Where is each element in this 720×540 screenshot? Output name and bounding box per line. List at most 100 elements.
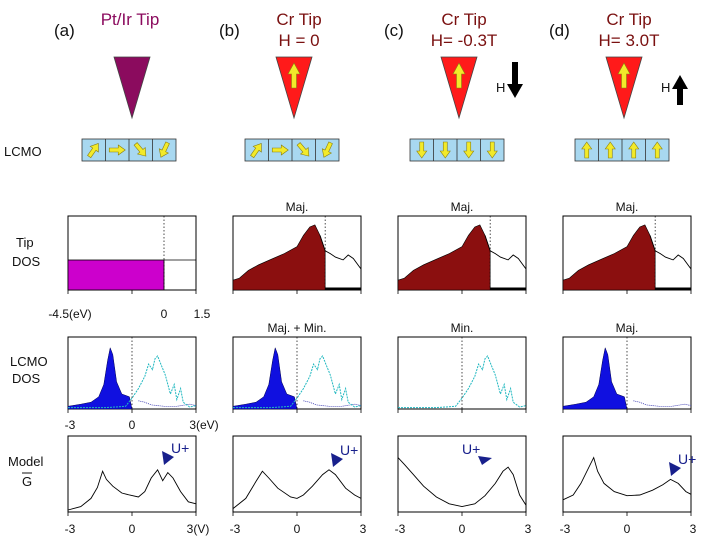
spin-arrow-1 (439, 141, 451, 159)
spin-arrow-icon (604, 141, 616, 159)
lcmo-minority-curve (233, 355, 362, 409)
lcmo-majority-curve (303, 400, 362, 407)
tip-spin-arrow-icon (452, 62, 466, 89)
lcmo-majority-curve (138, 400, 197, 407)
spin-arrow-icon (133, 142, 147, 157)
spin-arrow-0 (416, 141, 428, 159)
tip-dos-curve (484, 235, 527, 270)
spin-arrow-0 (581, 141, 593, 159)
spin-arrow-3 (486, 141, 498, 159)
tick-label: 0 (294, 522, 301, 536)
u-plus-marker: U+ (669, 451, 696, 476)
tip-title: Cr Tip (441, 10, 486, 29)
row-label-tip-dos-2: DOS (12, 254, 41, 269)
spin-arrow-1 (604, 141, 616, 159)
tip-dos-majority-fill (562, 224, 656, 291)
spin-arrow-icon (158, 141, 170, 158)
tick-label: 1.5 (194, 307, 211, 321)
lcmo-dos-label: Maj. (616, 321, 639, 335)
tick-label: 0 (129, 418, 136, 432)
marker-arrow-icon (162, 451, 174, 465)
marker-label: U+ (462, 441, 480, 457)
marker-label: U+ (171, 440, 189, 456)
spin-arrow-3 (321, 141, 333, 158)
lcmo-majority-fill (562, 346, 628, 410)
field-label: H (496, 80, 505, 95)
tip-dos-label: Maj. (616, 200, 639, 214)
spin-arrow-2 (628, 141, 640, 159)
model-g-curve (397, 457, 527, 508)
spin-arrow-0 (87, 143, 99, 159)
panel-3: (d) Cr Tip H= 3.0T H Maj. Maj. -3 0 3 U+ (549, 10, 697, 536)
tip-dos-curve (319, 235, 362, 270)
spin-arrow-icon (628, 141, 640, 159)
tick-label: 3 (360, 522, 367, 536)
spin-arrow-icon (439, 141, 451, 159)
spin-arrow-icon (87, 143, 99, 159)
spin-arrow-2 (296, 142, 310, 157)
tick-label: 3(V) (187, 522, 210, 536)
tick-label: 3 (690, 522, 697, 536)
spin-arrow-icon (296, 142, 310, 157)
panel-letter: (a) (54, 21, 75, 40)
tick-label: 0 (624, 522, 631, 536)
panel-1: (b) Cr Tip H = 0 Maj. Maj. + Min. -3 0 3 U+ (219, 10, 367, 536)
tick-label: -3 (560, 522, 571, 536)
spin-arrow-icon (416, 141, 428, 159)
panel-letter: (b) (219, 21, 240, 40)
lcmo-minority-curve (68, 355, 197, 409)
tip-title: Cr Tip (606, 10, 651, 29)
panel-2: (c) Cr Tip H= -0.3T H Maj. Min. -3 0 3 U+ (384, 10, 532, 536)
model-g-curve (232, 469, 362, 509)
spin-arrow-icon (581, 141, 593, 159)
tick-label: -4.5(eV) (48, 307, 91, 321)
row-label-model-1: Model (8, 454, 44, 469)
u-plus-marker: U+ (462, 441, 492, 465)
tip-title: H = 0 (278, 31, 319, 50)
tick-label: 0 (459, 522, 466, 536)
tick-label: -3 (395, 522, 406, 536)
panel-letter: (c) (384, 21, 404, 40)
marker-label: U+ (340, 442, 358, 458)
marker-arrow-icon (669, 462, 681, 476)
marker-label: U+ (678, 451, 696, 467)
tick-label: 3(eV) (189, 418, 218, 432)
ptir-dos-fill (67, 259, 165, 291)
tip-dos-majority-fill (232, 224, 326, 291)
spin-arrow-icon (250, 143, 262, 159)
field-label: H (661, 80, 670, 95)
row-label-lcmo-dos-2: DOS (12, 371, 41, 386)
field-up-arrow-icon (672, 75, 688, 105)
spin-arrow-0 (250, 143, 262, 159)
spin-arrow-icon (463, 141, 475, 159)
panel-letter: (d) (549, 21, 570, 40)
u-plus-marker: U+ (331, 442, 358, 467)
tip-title: H= -0.3T (431, 31, 498, 50)
spin-arrow-3 (158, 141, 170, 158)
tip-dos-majority-fill (397, 224, 491, 291)
tick-label: 0 (129, 522, 136, 536)
tick-label: 3 (525, 522, 532, 536)
spin-arrow-2 (463, 141, 475, 159)
tick-label: -3 (230, 522, 241, 536)
lcmo-majority-fill (232, 346, 298, 410)
field-down-arrow-icon (507, 62, 523, 98)
tick-label: 0 (161, 307, 168, 321)
tip-title: Pt/Ir Tip (101, 10, 160, 29)
spin-arrow-3 (651, 141, 663, 159)
tip-spin-arrow-icon (617, 62, 631, 89)
model-g-curve (67, 468, 197, 511)
panel-0: (a) Pt/Ir Tip -4.5(eV) 0 1.5 -3 0 3(eV) -3 0 3(V) U… (48, 10, 218, 536)
tip-dos-curve (649, 235, 692, 270)
spin-arrow-icon (486, 141, 498, 159)
spin-arrow-icon (108, 144, 126, 156)
row-label-lcmo: LCMO (4, 144, 42, 159)
spin-arrow-icon (321, 141, 333, 158)
spin-arrow-2 (133, 142, 147, 157)
marker-arrow-icon (331, 453, 343, 467)
row-label-model-2: G (22, 474, 32, 489)
spin-arrow-1 (271, 144, 289, 156)
tip-cone (113, 56, 151, 120)
lcmo-minority-curve (398, 355, 527, 409)
